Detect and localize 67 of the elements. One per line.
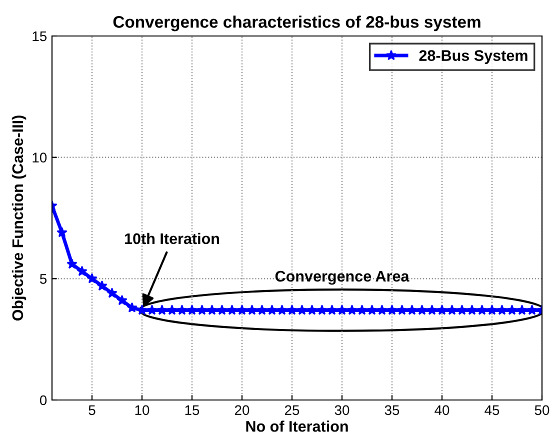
point <box>246 304 258 315</box>
point <box>56 227 68 238</box>
point <box>206 304 218 315</box>
point <box>426 304 438 315</box>
point <box>336 304 348 315</box>
point <box>96 280 108 291</box>
x-tick-label: 20 <box>234 405 250 416</box>
x-tick-label: 10 <box>135 405 150 416</box>
point <box>476 304 488 315</box>
point <box>186 304 198 315</box>
point <box>486 304 498 315</box>
point <box>456 304 468 315</box>
point <box>406 304 418 315</box>
point <box>256 304 268 315</box>
point <box>496 304 508 315</box>
y-tick-label: 0 <box>40 395 47 406</box>
point <box>176 304 188 315</box>
x-tick-label: 30 <box>334 405 350 416</box>
point <box>526 304 538 315</box>
point <box>356 304 368 315</box>
point <box>146 304 158 315</box>
x-axis-title: No of Iteration <box>246 420 348 432</box>
x-tick-label: 50 <box>534 405 550 416</box>
y-tick-label: 5 <box>40 274 47 284</box>
point <box>366 304 378 315</box>
x-tick-label: 15 <box>185 405 200 416</box>
point <box>436 304 448 315</box>
point <box>166 304 178 315</box>
x-tick-label: 25 <box>284 405 300 416</box>
point <box>116 294 128 306</box>
legend-label: 28-Bus System <box>419 50 528 64</box>
point <box>506 304 518 315</box>
point <box>296 304 308 315</box>
point <box>346 304 358 315</box>
point <box>156 304 168 315</box>
point <box>306 304 318 315</box>
point <box>276 304 288 315</box>
point <box>106 288 118 298</box>
y-tick-label: 15 <box>32 31 47 42</box>
point <box>126 302 138 312</box>
point <box>316 304 328 315</box>
annotation: 10th Iteration <box>125 232 220 244</box>
point <box>376 304 388 315</box>
point <box>236 304 248 315</box>
x-tick-label: 5 <box>88 405 96 416</box>
point <box>66 258 78 269</box>
point <box>326 304 338 315</box>
chart-title: Convergence characteristics of 28-bus system <box>113 16 480 32</box>
point <box>76 266 88 276</box>
annotation: Convergence Area <box>275 270 410 285</box>
x-tick-label: 35 <box>384 405 400 416</box>
y-tick-label: 10 <box>32 152 47 163</box>
point <box>446 304 458 315</box>
point <box>286 304 298 315</box>
point <box>196 304 208 315</box>
point <box>516 304 528 315</box>
y-axis-title: Objective Function (Case-III) <box>12 116 26 321</box>
point <box>416 304 428 315</box>
point <box>266 304 278 315</box>
point <box>386 304 398 315</box>
x-tick-label: 40 <box>434 405 450 416</box>
point <box>86 273 98 284</box>
point <box>396 304 408 315</box>
x-tick-label: 45 <box>484 405 500 416</box>
point <box>466 304 478 315</box>
point <box>226 304 238 315</box>
point <box>216 304 228 315</box>
